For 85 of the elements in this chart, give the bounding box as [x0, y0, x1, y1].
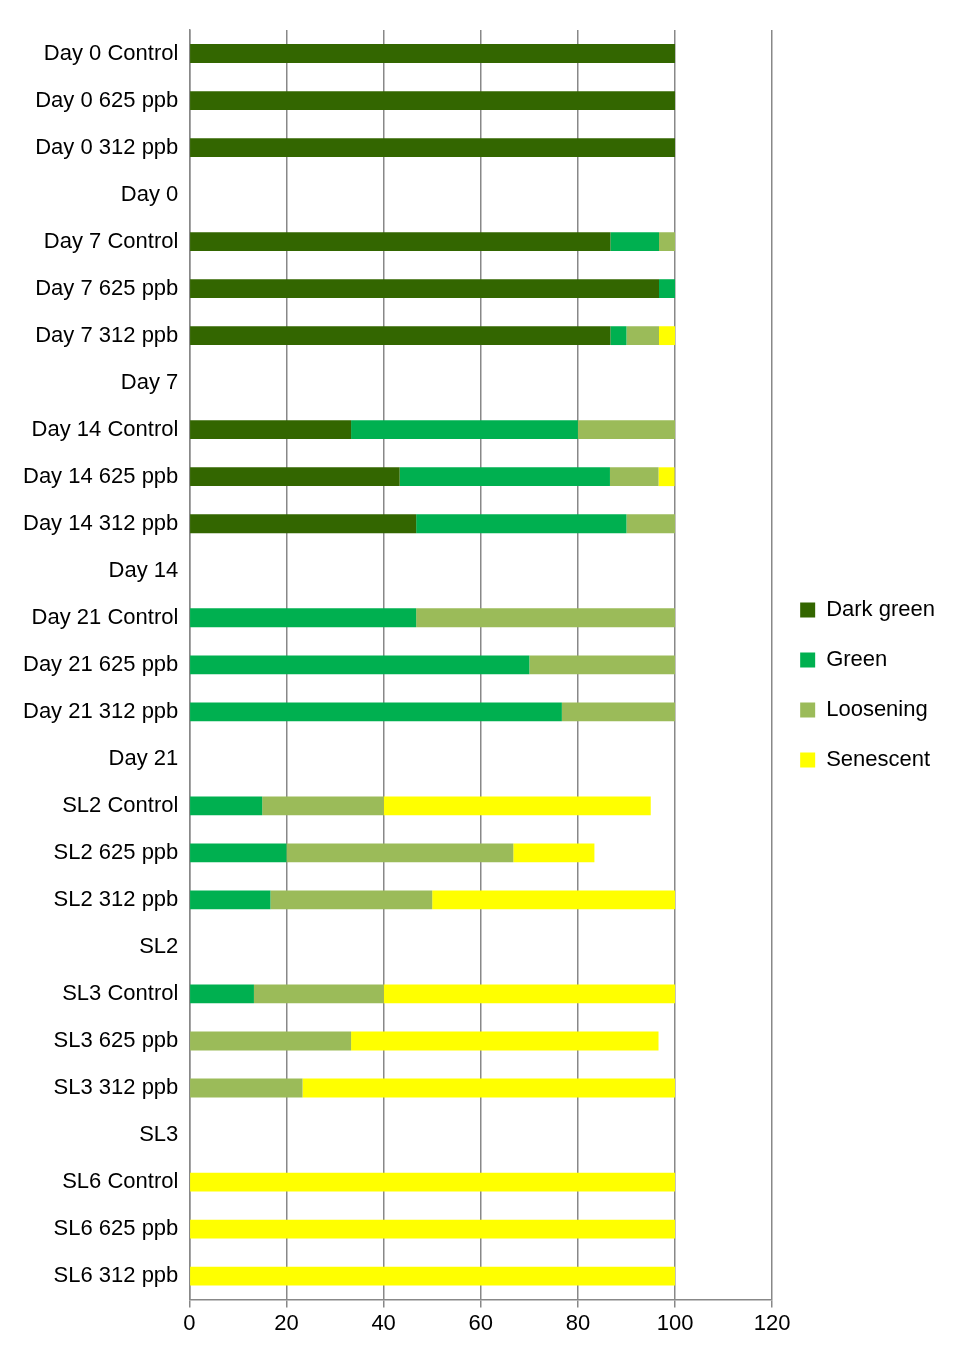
y-tick-label: Day 7 625 ppb: [35, 274, 179, 300]
bar: [351, 1031, 659, 1051]
bar: [561, 702, 676, 722]
y-tick-label: Day 14 312 ppb: [23, 509, 179, 535]
bar: [399, 467, 610, 487]
y-tick-label: Day 7 312 ppb: [35, 321, 179, 347]
y-tick-label: Day 21 312 ppb: [23, 697, 179, 723]
bar: [529, 655, 676, 675]
y-tick-label: Day 0: [120, 180, 179, 206]
y-tick-label: SL2 Control: [62, 791, 179, 817]
x-tick-label: 20: [274, 1309, 299, 1335]
bar: [190, 655, 530, 675]
bar: [190, 843, 287, 863]
bar: [626, 514, 676, 534]
legend-label: Dark green: [826, 596, 936, 622]
bar: [253, 984, 384, 1004]
x-tick-label: 0: [183, 1309, 196, 1335]
bar: [190, 44, 676, 63]
x-tick-label: 40: [371, 1309, 396, 1335]
y-tick-label: SL2 625 ppb: [53, 838, 179, 864]
legend-label: Senescent: [826, 746, 931, 772]
y-tick-label: SL3 312 ppb: [53, 1074, 179, 1100]
bar: [190, 138, 676, 157]
bar: [262, 796, 384, 816]
bar: [190, 91, 676, 110]
bar: [190, 1266, 676, 1286]
bar: [610, 326, 627, 346]
bar: [659, 326, 676, 346]
y-tick-label: Day 21 625 ppb: [23, 650, 179, 676]
bar: [190, 796, 263, 816]
bar: [190, 420, 352, 440]
bar: [659, 232, 676, 251]
bar: [190, 702, 562, 722]
y-tick-label: SL3 625 ppb: [53, 1027, 179, 1053]
legend-label: Green: [826, 646, 888, 672]
bar: [190, 608, 417, 628]
bar: [577, 420, 676, 440]
bar: [416, 608, 676, 628]
bar: [190, 514, 417, 534]
bar: [270, 890, 433, 910]
bar: [190, 984, 254, 1004]
bar: [609, 467, 659, 487]
bar: [190, 467, 400, 487]
bar: [302, 1078, 676, 1098]
bar: [190, 1031, 352, 1051]
y-tick-label: Day 7 Control: [43, 227, 179, 253]
bar: [190, 890, 271, 910]
bar: [190, 279, 660, 299]
bar: [432, 890, 676, 910]
bar: [513, 843, 595, 863]
y-tick-label: Day 14 625 ppb: [23, 462, 179, 488]
bar: [416, 514, 627, 534]
bar: [190, 1172, 676, 1192]
y-tick-label: SL6 625 ppb: [53, 1215, 179, 1241]
bar: [626, 326, 660, 346]
bar: [190, 326, 611, 346]
bar: [351, 420, 578, 440]
y-tick-label: Day 14: [108, 556, 179, 582]
y-tick-label: Day 0 625 ppb: [35, 86, 179, 112]
y-tick-label: SL6 Control: [62, 1168, 179, 1194]
y-tick-label: Day 0 Control: [43, 39, 179, 65]
x-tick-label: 60: [468, 1309, 493, 1335]
y-tick-label: Day 7: [120, 368, 179, 394]
bar: [383, 796, 651, 816]
bar: [286, 843, 514, 863]
y-tick-label: SL6 312 ppb: [53, 1262, 179, 1288]
y-tick-label: Day 14 Control: [31, 415, 179, 441]
y-tick-label: Day 21: [108, 744, 179, 770]
y-tick-label: Day 0 312 ppb: [35, 133, 179, 159]
bar: [190, 1078, 303, 1098]
y-tick-label: SL3 Control: [62, 980, 179, 1006]
y-tick-label: Day 21 Control: [31, 603, 179, 629]
x-tick-label: 80: [565, 1309, 591, 1335]
y-tick-label: SL3: [139, 1121, 179, 1147]
y-tick-label: SL2: [139, 933, 179, 958]
bar: [658, 467, 675, 487]
bar: [190, 1219, 676, 1239]
bar: [659, 279, 676, 299]
bar: [190, 232, 611, 251]
y-tick-label: SL2 312 ppb: [53, 885, 179, 911]
legend-label: Loosening: [826, 696, 928, 722]
bar: [383, 984, 676, 1004]
bar: [610, 232, 660, 251]
x-tick-label: 120: [753, 1309, 791, 1335]
x-tick-label: 100: [656, 1309, 694, 1335]
